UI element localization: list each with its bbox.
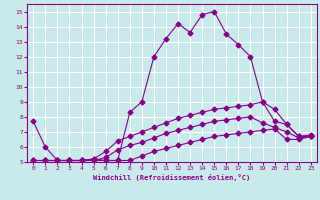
X-axis label: Windchill (Refroidissement éolien,°C): Windchill (Refroidissement éolien,°C) (93, 174, 251, 181)
